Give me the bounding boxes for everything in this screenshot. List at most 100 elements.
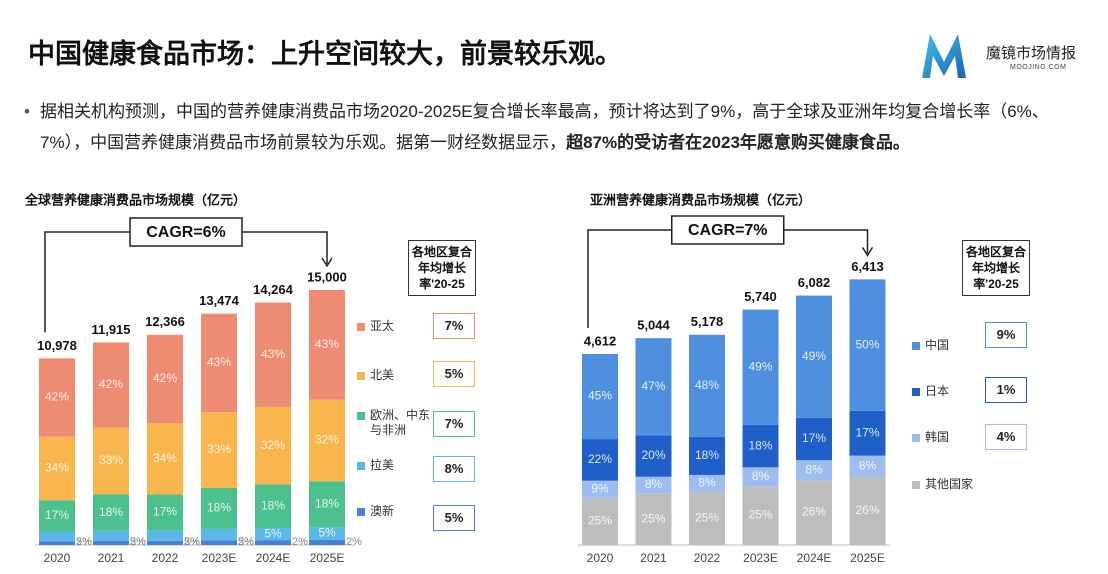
bar-segment	[796, 480, 832, 545]
cagr-box	[671, 215, 785, 245]
bar-segment	[39, 358, 75, 437]
segment-label: 22%	[588, 452, 612, 466]
segment-label: 5%	[184, 536, 200, 548]
bullet-bold: 超87%的受访者在2023年愿意购买健康食品。	[566, 133, 910, 152]
bar-segment	[796, 417, 832, 461]
legend-title: 各地区复合年均增长率'20-25	[408, 240, 476, 296]
segment-label: 45%	[588, 389, 612, 403]
legend-swatch	[357, 508, 365, 516]
segment-label: 5%	[238, 536, 254, 548]
segment-label: 2%	[184, 536, 200, 548]
bar-segment	[635, 476, 672, 494]
segment-label: 49%	[802, 349, 826, 363]
x-tick-label: 2021	[98, 551, 125, 565]
segment-label: 17%	[802, 431, 826, 445]
bar-segment	[635, 435, 672, 477]
segment-label: 17%	[45, 508, 69, 522]
segment-label: 32%	[315, 433, 339, 447]
bullet-text: 据相关机构预测，中国的营养健康消费品市场2020-2025E复合增长率最高，预计…	[40, 96, 1080, 158]
segment-label: 18%	[207, 501, 231, 515]
bar-segment	[147, 334, 183, 424]
bullet-normal: 据相关机构预测，中国的营养健康消费品市场2020-2025E复合增长率最高，预计…	[40, 102, 1049, 152]
segment-label: 32%	[261, 438, 285, 452]
segment-label: 42%	[45, 390, 69, 404]
bar-segment	[147, 530, 183, 541]
bar-segment	[796, 295, 832, 418]
segment-label: 5%	[318, 526, 336, 540]
bar-segment	[39, 436, 75, 501]
total-label: 4,612	[584, 333, 617, 348]
region-cagr: 4%	[985, 424, 1027, 450]
total-label: 13,474	[199, 293, 240, 308]
bar-segment	[309, 527, 345, 540]
bar-segment	[689, 474, 725, 492]
bar-segment	[93, 342, 129, 428]
segment-label: 43%	[261, 347, 285, 361]
bar-segment	[147, 494, 183, 531]
segment-label: 33%	[207, 442, 231, 456]
bar-segment	[582, 439, 618, 481]
logo-icon	[922, 34, 966, 78]
bar-segment	[147, 423, 183, 495]
segment-label: 2%	[346, 536, 362, 548]
logo-domain: MOOJING.COM	[1010, 64, 1067, 71]
bar-segment	[689, 334, 725, 437]
segment-label: 2%	[292, 536, 308, 548]
legend-label: 中国	[925, 338, 950, 352]
legend-title: 各地区复合年均增长率'20-25	[962, 240, 1030, 296]
x-tick-label: 2022	[152, 551, 179, 565]
segment-label: 50%	[855, 337, 879, 351]
legend-label: 澳新	[370, 504, 395, 518]
cagr-arrow	[321, 257, 333, 268]
segment-label: 17%	[153, 505, 177, 519]
segment-label: 5%	[264, 526, 282, 540]
segment-label: 18%	[315, 496, 339, 510]
bar-segment	[309, 481, 345, 528]
segment-label: 8%	[805, 462, 823, 476]
bar-segment	[39, 531, 75, 542]
bar-segment	[201, 487, 237, 529]
bar-segment	[796, 460, 832, 481]
bar-segment	[93, 494, 129, 531]
bar-segment	[309, 290, 345, 400]
chart-title: 全球营养健康消费品市场规模（亿元）	[24, 192, 246, 207]
region-cagr: 7%	[433, 411, 475, 437]
segment-label: 8%	[698, 476, 716, 490]
total-label: 11,915	[91, 322, 130, 337]
bar-segment	[93, 427, 129, 495]
segment-label: 25%	[748, 508, 772, 522]
segment-label: 8%	[859, 458, 877, 472]
bar-segment	[255, 406, 291, 485]
bar-segment	[849, 410, 886, 456]
legend-swatch	[357, 323, 365, 331]
segment-label: 18%	[695, 448, 719, 462]
bar-segment	[582, 480, 618, 498]
bar-segment	[201, 540, 237, 545]
legend-swatch	[357, 412, 365, 420]
segment-label: 2%	[130, 536, 146, 548]
region-cagr: 7%	[433, 313, 475, 339]
region-cagr: 5%	[433, 361, 475, 387]
total-label: 5,740	[744, 289, 777, 304]
bar-segment	[309, 399, 345, 482]
bar-segment	[255, 302, 291, 407]
legend-label: 拉美	[370, 458, 395, 472]
cagr-annotation: CAGR=7%	[688, 222, 768, 239]
bar-segment	[147, 540, 183, 545]
bar-segment	[582, 353, 618, 440]
bar-segment	[582, 497, 618, 545]
segment-label: 8%	[752, 469, 770, 483]
bar-segment	[255, 528, 291, 541]
bar-segment	[93, 530, 129, 541]
bar-segment	[635, 493, 672, 545]
legend-swatch	[357, 462, 365, 470]
x-tick-label: 2024E	[797, 551, 832, 565]
x-tick-label: 2021	[640, 551, 667, 565]
x-tick-label: 2023E	[743, 551, 778, 565]
x-tick-label: 2023E	[202, 551, 237, 565]
bar-segment	[635, 338, 672, 436]
legend-label: 韩国	[925, 430, 950, 444]
total-label: 6,082	[798, 275, 831, 290]
x-tick-label: 2022	[694, 551, 721, 565]
